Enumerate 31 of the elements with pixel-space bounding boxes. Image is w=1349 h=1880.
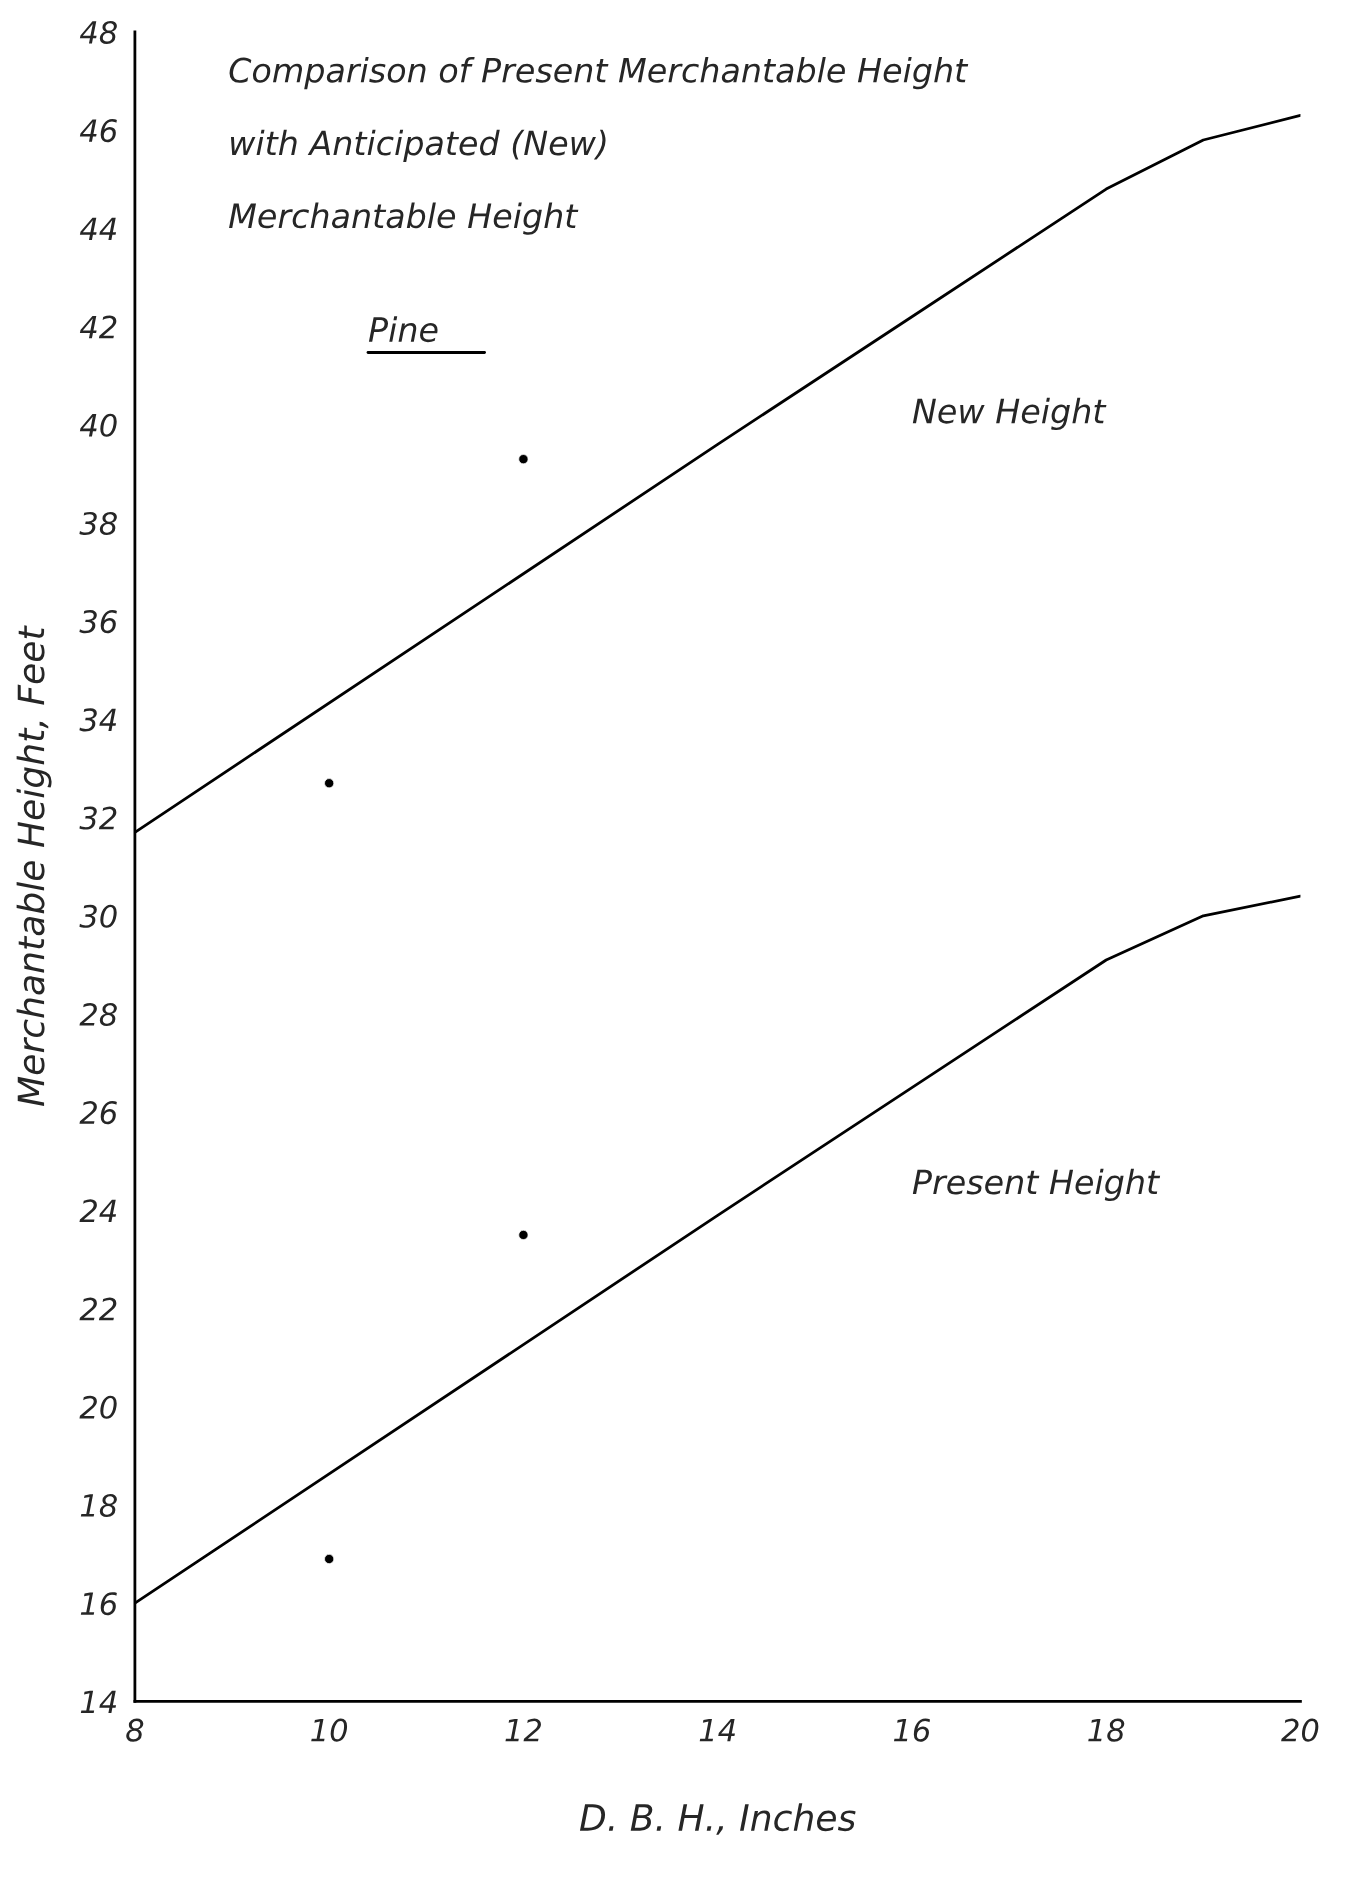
y-tick-label: 34 [79,708,117,732]
y-tick-label: 26 [79,1101,117,1125]
x-tick-label: 10 [311,1718,348,1742]
y-tick-label: 46 [79,119,117,143]
text: Present Height [912,1168,1161,1201]
x-tick-label: 18 [1088,1718,1125,1742]
x-tick-label: 8 [126,1718,144,1742]
y-tick-label: 38 [79,511,117,536]
y-tick-label: 44 [79,217,117,240]
y-tick-label: 48 [79,20,117,44]
y-tick-label: 32 [79,806,117,830]
text: Pine [368,316,438,343]
y-tick-label: 20 [79,1395,117,1419]
y-axis-title: Merchantable Height, Feet [16,625,52,1107]
x-axis-title: D. B. H., Inches [579,1803,856,1835]
y-tick-label: 28 [79,1002,117,1027]
x-tick-label: 12 [505,1718,541,1742]
y-tick-label: 16 [80,1592,117,1616]
x-tick-label: 20 [1281,1718,1319,1742]
y-tick-label: 22 [79,1297,117,1321]
chart-title: Comparison of Present Merchantable Height with Anticipated (New) Merchantable Height [229,57,969,235]
y-tick-label: 14 [80,1690,117,1714]
y-tick-label: 36 [79,610,117,634]
y-tick-label: 42 [79,315,117,339]
y-tick-label: 24 [79,1199,117,1222]
x-tick-label: 16 [893,1718,931,1742]
y-tick-label: 18 [80,1493,117,1518]
text: New Height [912,397,1107,431]
x-tick-label: 14 [699,1719,735,1742]
y-tick-label: 40 [79,413,117,437]
y-tick-label: 30 [79,904,117,928]
